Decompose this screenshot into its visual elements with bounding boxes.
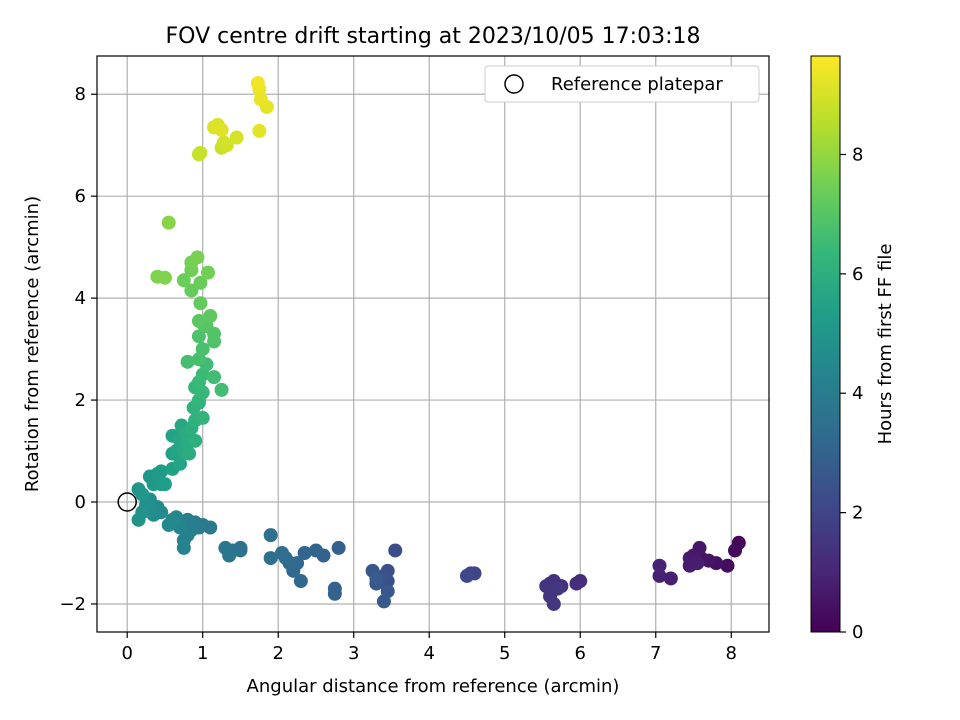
x-tick-label: 6 xyxy=(575,643,586,664)
x-tick-label: 7 xyxy=(650,643,661,664)
data-point xyxy=(229,130,244,145)
grid xyxy=(97,56,769,632)
data-point xyxy=(173,456,188,471)
y-tick-label: 0 xyxy=(75,492,86,513)
scatter-points xyxy=(131,76,746,611)
x-tick-label: 4 xyxy=(423,643,434,664)
x-tick-label: 8 xyxy=(726,643,737,664)
data-point xyxy=(195,342,210,357)
x-tick-label: 1 xyxy=(197,643,208,664)
data-point xyxy=(690,556,705,571)
data-point xyxy=(388,543,403,558)
data-point xyxy=(203,308,218,323)
y-tick-label: −2 xyxy=(59,594,86,615)
y-tick-label: 8 xyxy=(75,84,86,105)
data-point xyxy=(190,250,205,265)
reference-platepar-marker xyxy=(117,492,137,512)
plot-frame xyxy=(96,55,770,633)
data-point xyxy=(652,558,667,573)
data-point xyxy=(293,574,308,589)
data-point xyxy=(182,446,197,461)
data-point xyxy=(331,540,346,555)
y-axis-ticks: −2 0 2 4 6 8 xyxy=(59,84,97,615)
x-tick-label: 3 xyxy=(348,643,359,664)
colorbar-tick-label: 0 xyxy=(852,622,863,643)
data-point xyxy=(546,596,561,611)
colorbar-tick-label: 6 xyxy=(852,264,863,285)
data-point xyxy=(207,370,222,385)
data-point xyxy=(135,487,150,502)
data-point xyxy=(131,512,146,527)
data-point xyxy=(376,594,391,609)
colorbar-label: Hours from first FF file xyxy=(875,244,896,445)
data-point xyxy=(161,517,176,532)
data-point xyxy=(193,275,208,290)
data-point xyxy=(274,545,289,560)
data-point xyxy=(176,273,191,288)
data-point xyxy=(193,296,208,311)
data-point xyxy=(219,138,234,153)
x-axis-ticks: 0 1 2 3 4 5 6 7 8 xyxy=(121,632,737,664)
data-point xyxy=(652,568,667,583)
data-point xyxy=(191,329,206,344)
chart-title: FOV centre drift starting at 2023/10/05 … xyxy=(166,24,701,49)
legend-box xyxy=(484,65,760,103)
data-point xyxy=(263,528,278,543)
data-point xyxy=(176,540,191,555)
y-tick-label: 4 xyxy=(75,288,86,309)
data-point xyxy=(214,382,229,397)
data-point xyxy=(369,571,384,586)
y-axis-label: Rotation from reference (arcmin) xyxy=(22,196,43,492)
data-point xyxy=(550,581,565,596)
data-point xyxy=(161,215,176,230)
x-axis-label: Angular distance from reference (arcmin) xyxy=(247,676,620,697)
data-point xyxy=(180,354,195,369)
data-point xyxy=(188,433,203,448)
data-point xyxy=(252,123,267,138)
data-point xyxy=(157,477,172,492)
y-tick-label: 6 xyxy=(75,186,86,207)
data-point xyxy=(200,265,215,280)
data-point xyxy=(191,314,206,329)
data-point xyxy=(214,122,229,137)
data-point xyxy=(663,571,678,586)
colorbar-tick-label: 2 xyxy=(852,503,863,524)
legend-entry: Reference platepar xyxy=(551,74,723,95)
plot-area xyxy=(97,56,769,632)
x-tick-label: 2 xyxy=(272,643,283,664)
x-tick-label: 0 xyxy=(121,643,132,664)
data-point xyxy=(193,145,208,160)
data-point xyxy=(154,464,169,479)
data-point xyxy=(195,410,210,425)
data-point xyxy=(297,545,312,560)
y-tick-label: 2 xyxy=(75,390,86,411)
data-point xyxy=(720,558,735,573)
data-point xyxy=(327,586,342,601)
data-point xyxy=(157,270,172,285)
colorbar-tick-label: 4 xyxy=(852,383,863,404)
data-point xyxy=(218,540,233,555)
x-tick-label: 5 xyxy=(499,643,510,664)
data-point xyxy=(250,76,265,91)
colorbar-ticks: 0 2 4 6 8 xyxy=(840,144,863,643)
colorbar: 0 2 4 6 8 Hours from first FF file xyxy=(810,55,896,643)
colorbar-gradient xyxy=(810,55,841,633)
data-point xyxy=(569,576,584,591)
data-point xyxy=(263,551,278,566)
legend: Reference platepar xyxy=(484,65,760,103)
data-point xyxy=(728,543,743,558)
data-point xyxy=(459,568,474,583)
data-point xyxy=(308,543,323,558)
legend-marker xyxy=(504,74,524,94)
colorbar-tick-label: 8 xyxy=(852,144,863,165)
